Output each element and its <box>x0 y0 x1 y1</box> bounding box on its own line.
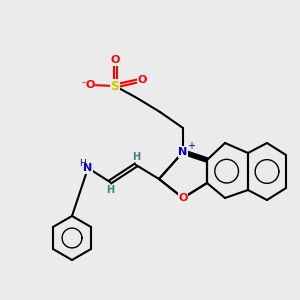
Text: -: - <box>81 77 85 87</box>
Text: O: O <box>110 55 120 65</box>
Text: O: O <box>178 193 188 203</box>
Text: H: H <box>106 185 114 195</box>
Text: +: + <box>187 141 195 151</box>
Text: O: O <box>137 75 147 85</box>
Text: N: N <box>178 147 188 157</box>
Text: N: N <box>83 163 93 173</box>
Text: S: S <box>110 80 119 92</box>
Text: H: H <box>132 152 140 162</box>
Text: O: O <box>85 80 95 90</box>
Text: H: H <box>80 158 86 167</box>
